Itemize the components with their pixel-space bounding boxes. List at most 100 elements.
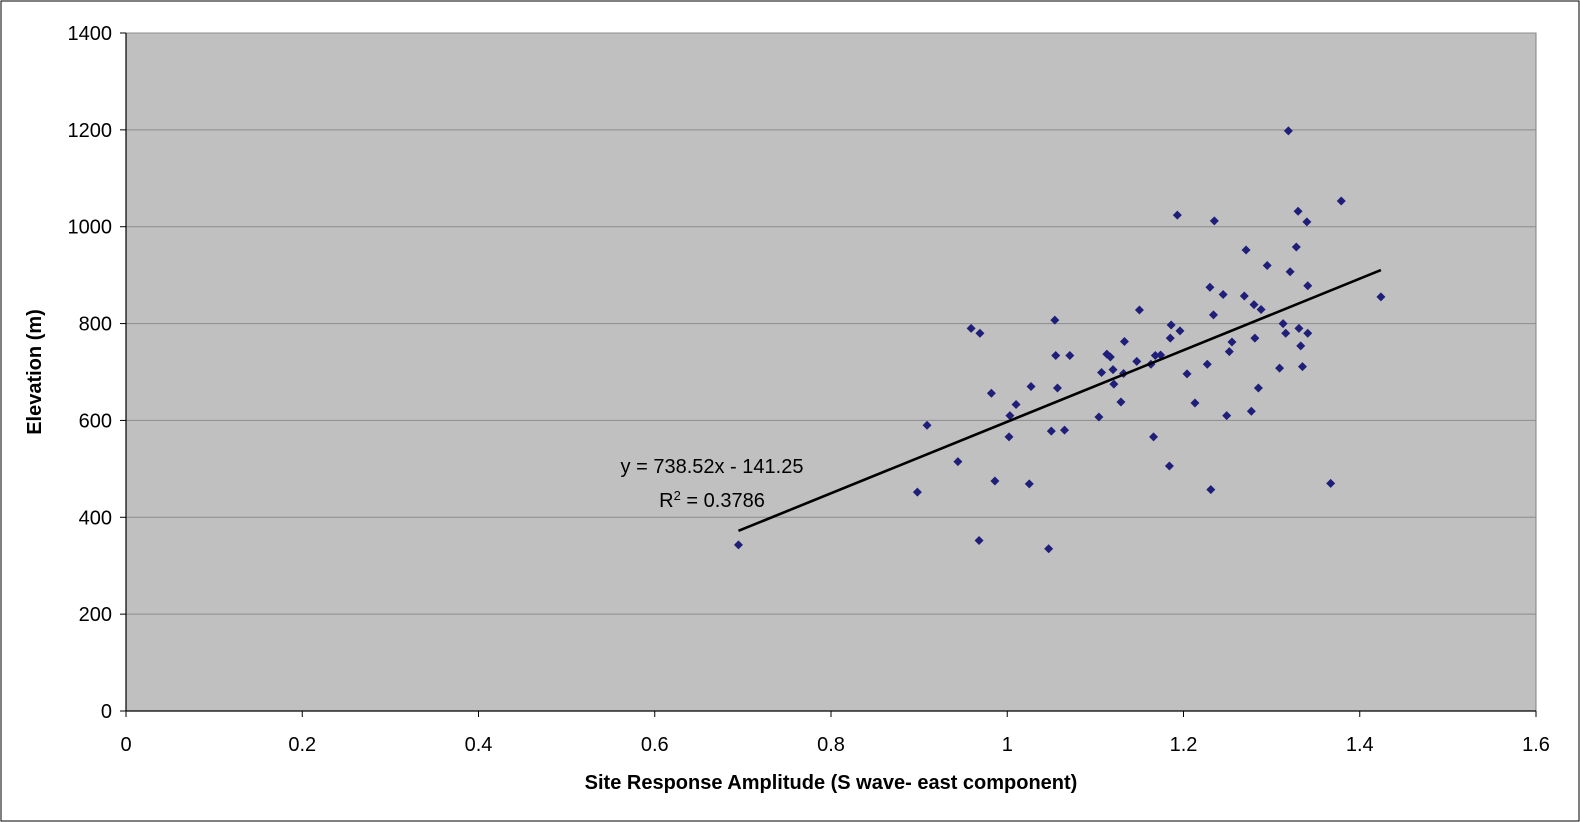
gridlines	[126, 32, 1536, 615]
data-point	[1044, 544, 1054, 554]
data-point	[1293, 206, 1303, 216]
data-point	[1291, 242, 1301, 252]
r-squared-symbol: R	[659, 490, 673, 512]
data-point	[1046, 426, 1056, 436]
data-point	[1149, 432, 1159, 442]
data-point	[1024, 479, 1034, 489]
data-point	[1256, 305, 1266, 315]
data-point	[975, 328, 985, 338]
data-point	[990, 476, 1000, 486]
y-tick-label: 600	[79, 410, 112, 432]
data-point	[1051, 351, 1061, 361]
data-point	[1109, 379, 1119, 389]
data-point	[922, 420, 932, 430]
x-tick-label: 0.4	[465, 734, 493, 756]
x-tick-label: 0.8	[817, 734, 845, 756]
data-point	[1253, 383, 1263, 393]
data-point	[1116, 397, 1126, 407]
data-point	[1296, 341, 1306, 351]
x-tick-label: 1.4	[1346, 734, 1374, 756]
data-point	[1285, 267, 1295, 277]
data-point	[1205, 282, 1215, 292]
data-point	[1190, 398, 1200, 408]
data-point	[1166, 320, 1176, 330]
data-point	[1150, 351, 1160, 361]
data-point	[1208, 310, 1218, 320]
data-point	[1209, 216, 1219, 226]
data-point	[1065, 351, 1075, 361]
data-point	[1297, 362, 1307, 372]
data-point	[1206, 485, 1216, 495]
data-point	[1172, 210, 1182, 220]
data-point	[1218, 290, 1228, 300]
data-point	[966, 323, 976, 333]
y-tick-label: 400	[79, 507, 112, 529]
data-point	[1050, 315, 1060, 325]
data-point	[1222, 411, 1232, 421]
data-point	[1303, 281, 1313, 291]
data-point	[974, 536, 984, 546]
data-point	[912, 487, 922, 497]
data-point	[1097, 367, 1107, 377]
x-tick-label: 1.6	[1522, 734, 1550, 756]
data-point	[1227, 337, 1237, 347]
data-point	[1275, 363, 1285, 373]
plot-area	[125, 32, 1537, 712]
trendline-group	[737, 268, 1382, 533]
data-point	[1011, 399, 1021, 409]
data-point	[1336, 196, 1346, 206]
data-point	[1134, 305, 1144, 315]
data-point	[1303, 328, 1313, 338]
x-axis-title: Site Response Amplitude (S wave- east co…	[585, 772, 1078, 794]
data-point	[1105, 352, 1115, 362]
y-tick-label: 1000	[68, 217, 113, 239]
trendline-equation: y = 738.52x - 141.25	[621, 456, 804, 478]
data-point	[1060, 425, 1070, 435]
y-tick-label: 1200	[68, 120, 113, 142]
data-point	[953, 457, 963, 467]
y-axis-title: Elevation (m)	[24, 309, 46, 435]
data-point	[1294, 323, 1304, 333]
x-tick-label: 0.6	[641, 734, 669, 756]
data-point	[1165, 333, 1175, 343]
data-point	[1005, 411, 1015, 421]
data-point	[1278, 319, 1288, 329]
y-tick-label: 1400	[68, 23, 113, 45]
data-point	[1175, 326, 1185, 336]
data-point	[1164, 461, 1174, 471]
data-point	[1108, 365, 1118, 375]
data-point	[1246, 406, 1256, 416]
data-point	[1249, 300, 1259, 310]
data-point	[1202, 359, 1212, 369]
trendline-r-squared: R2 = 0.3786	[659, 488, 765, 513]
data-point	[1283, 126, 1293, 136]
data-point	[1281, 328, 1291, 338]
x-tick-label: 0.2	[288, 734, 316, 756]
data-point	[1004, 432, 1014, 442]
data-point	[1052, 383, 1062, 393]
axes: 0 200 400 600 800 1000 1200 1400 0 0.2 0.4 0.6 0.8 1 1…	[68, 23, 1550, 756]
r-squared-exponent: 2	[674, 488, 681, 503]
y-tick-label: 800	[79, 314, 112, 336]
data-point	[1241, 245, 1251, 255]
trendline	[737, 268, 1382, 533]
data-point	[1262, 260, 1272, 270]
data-point	[1326, 478, 1336, 488]
r-squared-value: = 0.3786	[681, 490, 765, 512]
data-point	[1119, 336, 1129, 346]
y-tick-label: 200	[79, 604, 112, 626]
data-point	[1239, 291, 1249, 301]
x-tick-label: 1	[1002, 734, 1013, 756]
data-points	[733, 126, 1386, 554]
data-point	[1224, 347, 1234, 357]
data-point	[1132, 356, 1142, 366]
data-point	[1250, 333, 1260, 343]
x-tick-label: 0	[120, 734, 131, 756]
data-point	[986, 388, 996, 398]
x-tick-label: 1.2	[1170, 734, 1198, 756]
data-point	[733, 540, 743, 550]
data-point	[1182, 369, 1192, 379]
y-tick-label: 0	[101, 701, 112, 723]
data-point	[1094, 412, 1104, 422]
